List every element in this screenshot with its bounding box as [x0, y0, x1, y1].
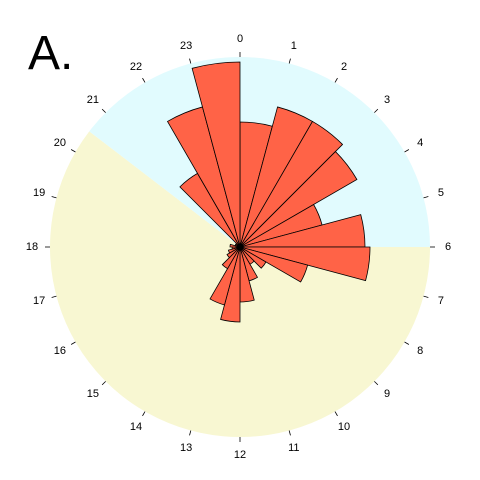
hour-label-15: 15 [87, 388, 99, 400]
bar-hour-2 [239, 120, 344, 248]
hour-label-5: 5 [438, 187, 444, 199]
tick-hour-3 [374, 108, 379, 113]
hour-label-2: 2 [341, 61, 347, 73]
hour-label-18: 18 [26, 241, 38, 253]
hour-label-8: 8 [417, 345, 423, 357]
hour-label-1: 1 [291, 40, 297, 52]
bar-hour-3 [239, 150, 358, 248]
bar-hour-23 [191, 61, 241, 248]
tick-hour-19 [51, 196, 57, 199]
hour-label-13: 13 [180, 442, 192, 454]
tick-hour-10 [334, 411, 338, 417]
tick-hour-11 [288, 430, 291, 436]
hour-label-0: 0 [237, 33, 243, 45]
hour-ticks [45, 52, 435, 442]
hour-label-19: 19 [33, 187, 45, 199]
tick-hour-8 [404, 341, 410, 345]
bar-hour-15 [226, 246, 241, 259]
hour-label-22: 22 [130, 61, 142, 73]
tick-hour-23 [189, 58, 192, 64]
hour-label-11: 11 [288, 442, 299, 454]
hour-label-14: 14 [130, 421, 142, 433]
bars [166, 61, 371, 323]
panel-label: A. [28, 27, 74, 80]
hour-label-16: 16 [54, 345, 66, 357]
hour-label-4: 4 [417, 137, 423, 149]
tick-hour-5 [423, 196, 429, 199]
hour-label-6: 6 [445, 241, 451, 253]
tick-hour-7 [423, 295, 429, 298]
tick-hour-17 [51, 295, 57, 298]
hour-label-17: 17 [33, 295, 45, 307]
tick-hour-20 [70, 149, 76, 153]
hour-label-23: 23 [180, 40, 192, 52]
hour-label-10: 10 [338, 421, 350, 433]
tick-hour-21 [101, 108, 106, 113]
center-point [237, 244, 243, 250]
tick-hour-2 [334, 77, 338, 83]
hour-label-3: 3 [384, 94, 390, 106]
tick-hour-1 [288, 58, 291, 64]
hour-label-12: 12 [234, 449, 246, 461]
tick-hour-13 [189, 430, 192, 436]
bar-hour-8 [239, 246, 267, 269]
hour-label-21: 21 [87, 94, 99, 106]
tick-hour-16 [70, 341, 76, 345]
hour-label-9: 9 [384, 388, 390, 400]
tick-hour-9 [374, 381, 379, 386]
tick-hour-22 [142, 77, 146, 83]
bar-hour-16 [227, 246, 241, 254]
bar-hour-7 [239, 246, 309, 283]
hour-label-20: 20 [54, 137, 66, 149]
tick-hour-4 [404, 149, 410, 153]
bar-hour-14 [221, 246, 241, 270]
bar-hour-13 [209, 246, 241, 306]
tick-hour-14 [142, 411, 146, 417]
tick-hour-15 [101, 381, 106, 386]
hour-label-7: 7 [438, 295, 444, 307]
